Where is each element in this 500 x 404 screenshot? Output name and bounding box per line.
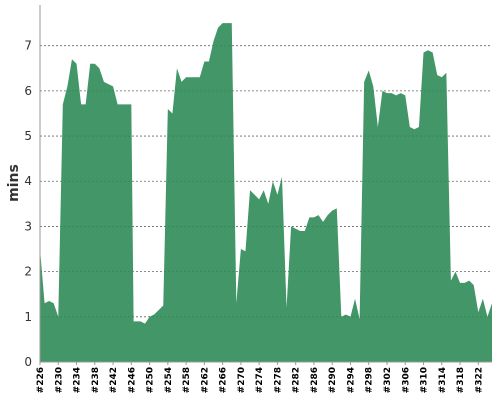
x-tick-label: #262 (200, 367, 210, 393)
x-tick-label: #322 (474, 367, 484, 393)
x-tick-label: #234 (73, 367, 83, 393)
x-tick-label: #306 (401, 367, 411, 393)
y-tick-label: 7 (24, 39, 32, 53)
x-tick-label: #294 (347, 367, 357, 393)
x-tick-labels: #226 #230 #234 #238 #242 #246 #250 #254 #258 #262… (36, 362, 484, 393)
x-tick-label: #258 (182, 367, 192, 393)
x-tick-label: #282 (292, 367, 302, 393)
y-tick-label: 5 (24, 129, 32, 143)
x-tick-label: #266 (219, 367, 229, 393)
y-tick-label: 4 (24, 174, 32, 188)
area-series (40, 23, 492, 363)
y-tick-label: 1 (24, 310, 32, 324)
x-tick-label: #250 (146, 367, 156, 393)
axes (39, 5, 492, 363)
y-tick-label: 0 (24, 355, 32, 369)
x-tick-label: #310 (420, 367, 430, 393)
x-tick-label: #254 (164, 367, 174, 393)
x-tick-label: #274 (255, 367, 265, 393)
y-tick-label: 2 (24, 265, 32, 279)
x-tick-label: #238 (91, 367, 101, 393)
y-tick-label: 6 (24, 84, 32, 98)
y-axis-label: mins (6, 164, 22, 202)
x-tick-label: #278 (273, 367, 283, 393)
x-tick-label: #298 (365, 367, 375, 393)
x-tick-label: #318 (456, 367, 466, 393)
x-tick-label: #246 (127, 367, 137, 393)
y-tick-labels: 0 1 2 3 4 5 6 7 (24, 39, 32, 369)
x-tick-label: #314 (438, 367, 448, 393)
x-tick-label: #286 (310, 367, 320, 393)
x-tick-label: #302 (383, 367, 393, 393)
y-tick-label: 3 (24, 219, 32, 233)
x-tick-label: #230 (54, 367, 64, 393)
x-tick-label: #270 (237, 367, 247, 393)
x-tick-label: #242 (109, 367, 119, 393)
x-tick-label: #290 (328, 367, 338, 393)
x-tick-label: #226 (36, 367, 46, 393)
area-series-path (40, 23, 492, 363)
